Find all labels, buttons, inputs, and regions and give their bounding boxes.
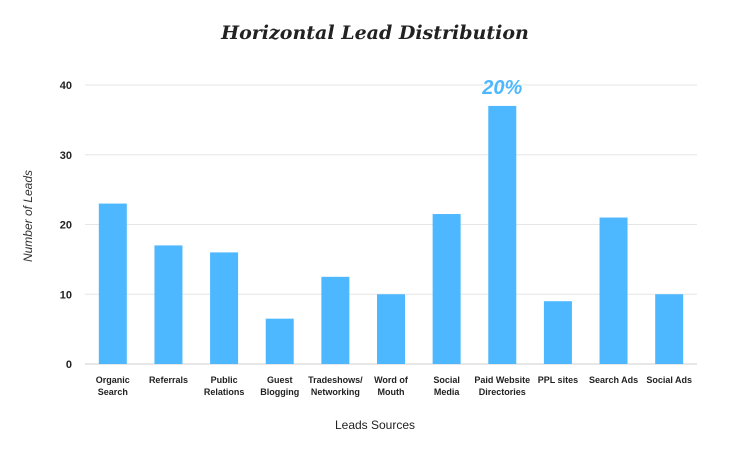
x-tick-label: Tradeshows/Networking [308, 375, 363, 397]
x-tick-label: Organic Search [96, 375, 130, 397]
x-tick-labels: Organic Search Referrals Public Relations Gue… [96, 375, 692, 397]
bar [655, 294, 684, 364]
x-tick-label: PPL sites [538, 375, 578, 385]
bar [210, 252, 239, 364]
bar [599, 217, 628, 364]
bar [488, 105, 517, 365]
x-tick-label: Search Ads [589, 375, 638, 385]
y-tick-label: 40 [60, 80, 72, 92]
annotations: 20% [481, 77, 522, 99]
x-tick-label: Public Relations [204, 375, 245, 397]
bar [432, 214, 461, 364]
annotation-label: 20% [481, 77, 522, 99]
x-tick-label: Word of Mouth [374, 375, 409, 397]
bar [377, 294, 405, 364]
chart-title: Horizontal Lead Distribution [221, 22, 529, 44]
x-tick-label: Guest Blogging [260, 375, 299, 397]
x-tick-label: Paid Website Directories [474, 375, 530, 397]
x-tick-label: Referrals [149, 375, 188, 385]
y-tick-label: 20 [60, 220, 72, 232]
bar [98, 203, 127, 364]
bars [98, 105, 684, 365]
bar [543, 301, 572, 364]
x-tick-label: Social Ads [646, 375, 692, 385]
bar [321, 276, 350, 364]
x-tick-label: Social Media [433, 375, 460, 397]
bar [154, 245, 183, 364]
bar [265, 318, 294, 364]
y-tick-labels: 0 10 20 30 40 [60, 80, 72, 371]
y-tick-label: 0 [66, 359, 72, 371]
y-tick-label: 30 [60, 150, 72, 162]
y-tick-label: 10 [60, 289, 72, 301]
x-axis-label: Leads Sources [334, 418, 416, 432]
